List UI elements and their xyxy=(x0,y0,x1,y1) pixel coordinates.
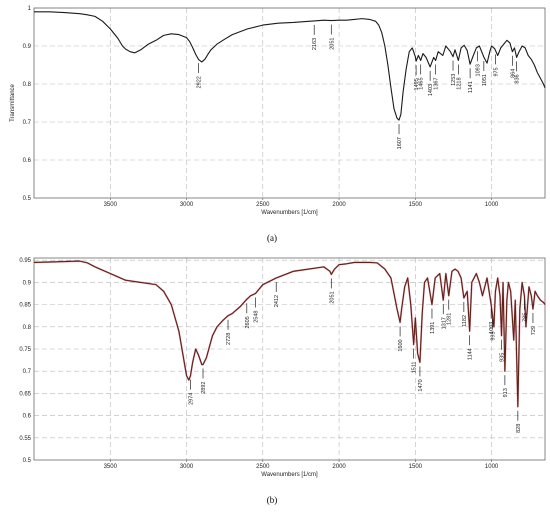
y-tick-label: 0.95 xyxy=(19,258,31,264)
x-axis-label: Wavenumbers [1/cm] xyxy=(261,472,318,478)
peak-label: 1317 xyxy=(441,317,447,329)
panel-label: (a) xyxy=(267,233,277,243)
peak-label: 1141 xyxy=(468,81,474,93)
peak-label: 2051 xyxy=(329,38,335,50)
peak-label: 1093 xyxy=(475,64,481,76)
y-tick-label: 0.7 xyxy=(23,369,32,375)
x-axis-label: Wavenumbers [1/cm] xyxy=(261,210,318,216)
y-tick-label: 0.8 xyxy=(23,82,32,88)
peak-label: 1367 xyxy=(434,77,440,89)
peak-label: 975 xyxy=(493,67,499,76)
peak-label: 2605 xyxy=(245,316,251,328)
peak-label: 2412 xyxy=(274,295,280,307)
y-tick-label: 0.55 xyxy=(19,436,31,442)
spectrum-line xyxy=(33,260,546,408)
y-tick-label: 0.75 xyxy=(19,347,31,353)
x-tick-label: 1500 xyxy=(409,464,423,470)
x-tick-label: 3500 xyxy=(104,202,118,208)
plot-frame xyxy=(33,257,546,461)
peak-label: 1391 xyxy=(430,322,436,334)
peak-label: 2974 xyxy=(189,393,195,405)
x-tick-label: 1000 xyxy=(485,202,499,208)
y-tick-label: 0.7 xyxy=(23,120,32,126)
peak-label: 864 xyxy=(510,69,516,78)
y-tick-label: 0.6 xyxy=(23,414,32,420)
y-tick-label: 0.5 xyxy=(23,458,32,464)
peak-label: 1281 xyxy=(447,313,453,325)
y-tick-label: 0.85 xyxy=(19,303,31,309)
peak-label: 729 xyxy=(531,326,537,335)
y-tick-label: 0.9 xyxy=(23,280,32,286)
peak-label: 1403 xyxy=(428,84,434,96)
peak-label: 913 xyxy=(503,388,509,397)
chart-panel-a: 3500 3000 2500 2000 1500 1000 0.5 0.6 0.7 0.8 0.9 1… xyxy=(10,6,546,243)
x-tick-label: 3000 xyxy=(180,202,194,208)
x-tick-label: 2000 xyxy=(332,202,346,208)
peak-label: 935 xyxy=(500,353,506,362)
peak-label: 1511 xyxy=(412,362,418,374)
spectrum-highlight xyxy=(33,260,546,408)
spectrum-line xyxy=(34,11,546,121)
y-axis-label: Transmittance xyxy=(10,83,16,121)
peak-label: 2548 xyxy=(253,311,259,323)
peak-label: 1218 xyxy=(456,77,462,89)
peak-label: 2728 xyxy=(226,333,232,345)
peak-label: 1144 xyxy=(468,348,474,360)
peak-label: 1600 xyxy=(398,339,404,351)
peak-label: 1607 xyxy=(397,137,403,149)
x-tick-label: 2500 xyxy=(256,202,270,208)
x-tick-label: 2000 xyxy=(332,464,346,470)
peak-label: 2892 xyxy=(201,382,207,394)
peak-label: 836 xyxy=(515,74,521,83)
peak-label: 785 xyxy=(522,313,528,322)
y-tick-label: 0.65 xyxy=(19,391,31,397)
peak-label: 1182 xyxy=(462,315,468,327)
y-tick-label: 1 xyxy=(28,6,32,12)
y-tick-label: 0.8 xyxy=(23,325,32,331)
chart-panel-b: 3500 3000 2500 2000 1500 1000 0.5 0.55 0.6 0.65 0.… xyxy=(19,257,546,505)
x-tick-label: 2500 xyxy=(256,464,270,470)
peak-label: 2163 xyxy=(312,38,318,50)
plot-frame xyxy=(33,7,546,199)
y-tick-label: 0.6 xyxy=(23,158,32,164)
x-tick-label: 1500 xyxy=(409,202,423,208)
peak-label: 1253 xyxy=(451,74,457,86)
x-tick-label: 1000 xyxy=(485,464,499,470)
peak-label: 1470 xyxy=(418,379,424,391)
peak-label: 1051 xyxy=(482,74,488,86)
peak-label: 828 xyxy=(516,424,522,433)
x-tick-label: 3500 xyxy=(104,464,118,470)
y-tick-label: 0.9 xyxy=(23,44,32,50)
peak-label: 1465 xyxy=(419,77,425,89)
peak-label: 995 xyxy=(490,331,496,340)
peak-label: 1495 xyxy=(414,78,420,90)
x-tick-label: 3000 xyxy=(180,464,194,470)
peak-label: 2051 xyxy=(329,291,335,303)
panel-label: (b) xyxy=(267,495,278,505)
y-tick-label: 0.5 xyxy=(23,196,32,202)
peak-label: 2922 xyxy=(196,76,202,88)
